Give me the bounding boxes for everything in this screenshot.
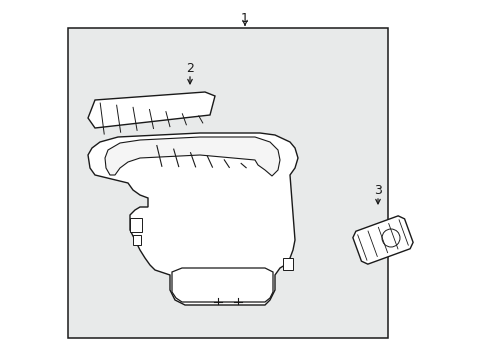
Bar — [68, 28, 387, 338]
Text: 3: 3 — [373, 184, 381, 197]
Bar — [133, 235, 141, 245]
Bar — [283, 258, 292, 270]
Text: 1: 1 — [241, 12, 248, 24]
Polygon shape — [352, 216, 412, 264]
Polygon shape — [88, 133, 297, 305]
Polygon shape — [88, 92, 215, 128]
Text: 2: 2 — [185, 62, 194, 75]
Bar — [130, 218, 142, 232]
Circle shape — [381, 229, 399, 247]
Polygon shape — [105, 137, 280, 176]
Polygon shape — [172, 268, 272, 302]
